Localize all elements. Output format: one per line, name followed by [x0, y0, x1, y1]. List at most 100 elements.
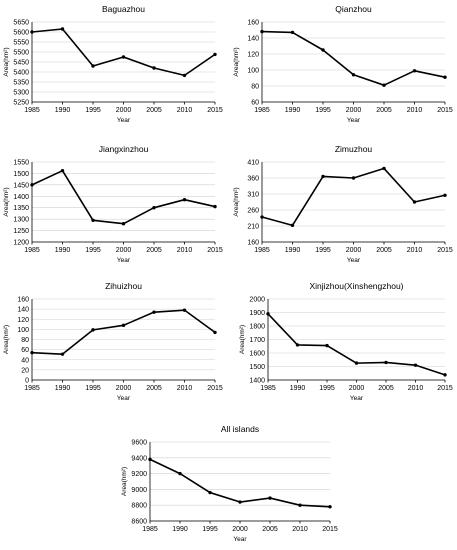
data-point	[182, 198, 187, 202]
y-tick-label: 360	[247, 176, 259, 183]
x-tick-label: 1990	[290, 385, 306, 392]
chart-4: 0 20 40 60 80 100 120 140 160 1985 1990 1995 2000 200…	[3, 281, 223, 402]
y-axis-label: Area(hm²)	[233, 47, 240, 76]
x-tick-label: 1985	[24, 247, 40, 254]
chart-title: Zimuzhou	[335, 144, 373, 154]
data-point	[295, 343, 300, 347]
data-point	[213, 330, 217, 335]
x-tick-label: 2005	[146, 107, 162, 114]
data-point	[60, 168, 65, 173]
y-tick-label: 1550	[13, 160, 29, 167]
x-axis-label: Year	[117, 117, 131, 124]
x-tick-label: 1995	[319, 385, 335, 392]
x-tick-label: 1995	[315, 247, 331, 254]
y-tick-label: 1400	[249, 378, 265, 385]
x-axis-label: Year	[347, 257, 361, 264]
x-tick-label: 1985	[260, 385, 276, 392]
y-tick-label: 120	[17, 317, 29, 324]
x-tick-label: 2015	[437, 107, 453, 114]
y-tick-label: 5350	[13, 80, 29, 87]
x-tick-label: 2015	[207, 247, 223, 254]
y-tick-label: 1500	[13, 171, 29, 178]
x-tick-label: 1990	[285, 107, 301, 114]
data-point	[298, 503, 302, 507]
y-tick-label: 160	[247, 240, 259, 247]
y-tick-label: 1500	[249, 364, 265, 371]
x-tick-label: 2015	[322, 526, 338, 533]
y-tick-label: 5250	[13, 100, 29, 107]
data-point	[266, 312, 270, 316]
chart-title: All islands	[221, 424, 259, 434]
data-point	[30, 30, 34, 34]
chart-title: Zihuizhou	[105, 281, 142, 291]
x-tick-label: 2005	[262, 526, 278, 533]
y-tick-label: 0	[25, 378, 29, 385]
y-tick-label: 260	[247, 208, 259, 215]
x-tick-label: 2005	[376, 107, 392, 114]
x-tick-label: 2010	[408, 385, 424, 392]
x-tick-label: 2000	[232, 526, 248, 533]
x-axis-label: Year	[117, 395, 131, 402]
y-axis-label: Area(hm²)	[3, 325, 10, 354]
chart-2: 1200 1250 1300 1350 1400 1450 1500 1550 1985 1990…	[3, 144, 223, 264]
x-tick-label: 2005	[378, 385, 394, 392]
data-point	[412, 69, 417, 73]
data-point	[60, 352, 65, 356]
x-tick-label: 1995	[315, 107, 331, 114]
y-tick-label: 160	[247, 20, 259, 27]
chart-title: Baguazhou	[102, 4, 145, 14]
x-tick-label: 2015	[207, 107, 223, 114]
y-tick-label: 100	[247, 68, 259, 75]
y-tick-label: 1450	[13, 182, 29, 189]
data-point	[152, 206, 156, 210]
data-point	[443, 373, 447, 377]
data-point	[268, 496, 272, 500]
x-tick-label: 2010	[177, 107, 193, 114]
data-point	[121, 55, 126, 59]
data-point	[260, 29, 264, 34]
data-point	[121, 222, 126, 226]
data-point	[382, 166, 386, 171]
x-axis-label: Year	[350, 395, 364, 402]
x-tick-label: 2000	[349, 385, 365, 392]
x-tick-label: 2010	[407, 247, 423, 254]
data-point	[290, 30, 295, 35]
y-tick-label: 310	[247, 192, 259, 199]
x-tick-label: 2000	[116, 107, 132, 114]
y-tick-label: 210	[247, 224, 259, 231]
y-tick-label: 60	[251, 100, 259, 107]
x-tick-label: 2010	[292, 526, 308, 533]
data-point	[208, 490, 212, 495]
chart-6: 8600 8800 9000 9200 9400 9600 1985 1990 1995 2000…	[121, 424, 338, 543]
data-point	[443, 193, 447, 197]
data-point	[213, 204, 217, 209]
series-line	[267, 313, 446, 376]
y-tick-label: 5450	[13, 60, 29, 67]
x-tick-label: 2000	[116, 385, 132, 392]
y-tick-label: 8600	[131, 519, 147, 526]
x-tick-label: 1985	[254, 247, 270, 254]
y-tick-label: 8800	[131, 503, 147, 510]
y-tick-label: 80	[21, 337, 29, 344]
x-tick-label: 1985	[24, 385, 40, 392]
y-tick-label: 1800	[249, 324, 265, 331]
y-tick-label: 20	[21, 367, 29, 374]
y-tick-label: 1350	[13, 205, 29, 212]
y-axis-label: Area(hm²)	[239, 325, 246, 354]
data-point	[91, 218, 95, 222]
data-point	[182, 308, 187, 312]
y-axis-label: Area(hm²)	[3, 47, 10, 76]
series-line	[261, 30, 446, 86]
series-line	[31, 169, 216, 225]
data-point	[121, 323, 126, 328]
y-tick-label: 5600	[13, 30, 29, 37]
y-tick-label: 1300	[13, 217, 29, 224]
data-point	[178, 471, 182, 476]
data-point	[290, 223, 295, 228]
x-tick-label: 1990	[55, 247, 71, 254]
data-point	[443, 75, 447, 79]
data-point	[321, 174, 325, 179]
x-tick-label: 2015	[207, 385, 223, 392]
y-tick-label: 2000	[249, 297, 265, 304]
